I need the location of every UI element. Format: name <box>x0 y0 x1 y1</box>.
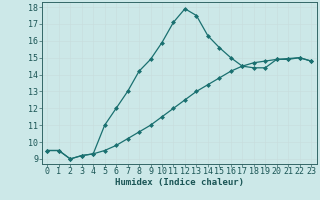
X-axis label: Humidex (Indice chaleur): Humidex (Indice chaleur) <box>115 178 244 187</box>
